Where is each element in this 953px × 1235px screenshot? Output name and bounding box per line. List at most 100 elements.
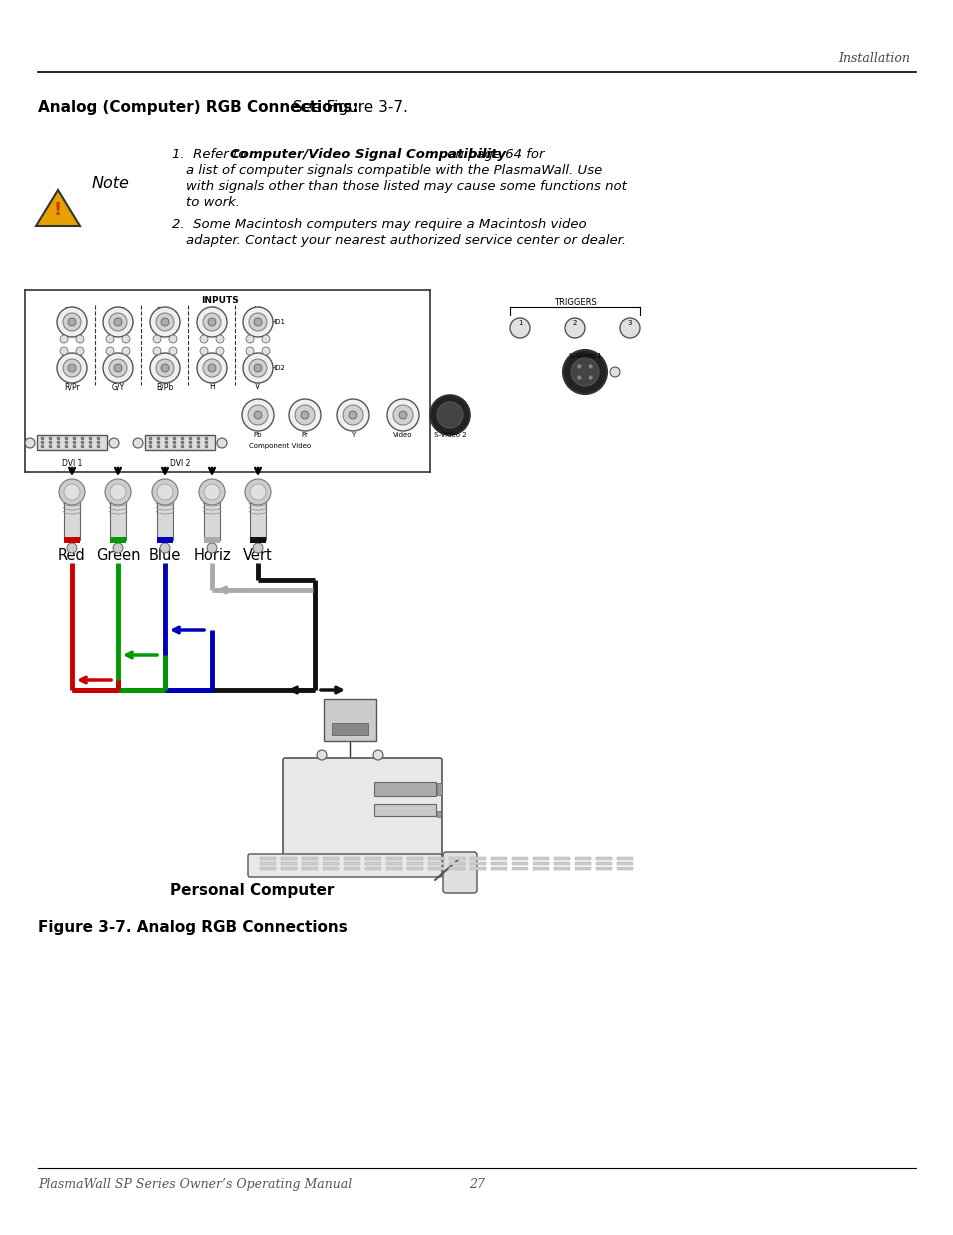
- Circle shape: [152, 347, 161, 354]
- Circle shape: [245, 479, 271, 505]
- FancyBboxPatch shape: [365, 857, 380, 860]
- Circle shape: [161, 317, 169, 326]
- FancyBboxPatch shape: [250, 537, 266, 543]
- Circle shape: [57, 353, 87, 383]
- FancyBboxPatch shape: [281, 867, 296, 869]
- FancyBboxPatch shape: [470, 857, 485, 860]
- Text: Installation: Installation: [838, 52, 909, 65]
- Circle shape: [398, 411, 407, 419]
- FancyBboxPatch shape: [512, 867, 527, 869]
- FancyBboxPatch shape: [407, 867, 422, 869]
- Text: Note: Note: [91, 175, 130, 190]
- Circle shape: [113, 364, 122, 372]
- Text: 1: 1: [517, 320, 521, 326]
- Text: Computer/Video Signal Compatibility: Computer/Video Signal Compatibility: [230, 148, 505, 161]
- FancyBboxPatch shape: [449, 867, 464, 869]
- FancyBboxPatch shape: [64, 495, 80, 540]
- FancyBboxPatch shape: [512, 862, 527, 864]
- Circle shape: [150, 308, 180, 337]
- Text: DVI 2: DVI 2: [170, 459, 190, 468]
- Text: S-Video 2: S-Video 2: [434, 432, 466, 438]
- Circle shape: [109, 312, 127, 331]
- Text: Personal Computer: Personal Computer: [170, 883, 334, 898]
- Circle shape: [103, 308, 132, 337]
- Circle shape: [68, 317, 76, 326]
- Circle shape: [262, 335, 270, 343]
- Circle shape: [105, 479, 131, 505]
- Polygon shape: [36, 190, 80, 226]
- FancyBboxPatch shape: [283, 758, 441, 857]
- FancyBboxPatch shape: [428, 862, 443, 864]
- Text: Horiz: Horiz: [193, 548, 231, 563]
- Text: R/Pr: R/Pr: [64, 382, 80, 391]
- FancyBboxPatch shape: [596, 867, 612, 869]
- Text: Pr: Pr: [301, 432, 308, 438]
- FancyBboxPatch shape: [554, 857, 569, 860]
- Circle shape: [571, 358, 598, 387]
- FancyBboxPatch shape: [157, 495, 172, 540]
- Circle shape: [113, 317, 122, 326]
- Text: Figure 3-7. Analog RGB Connections: Figure 3-7. Analog RGB Connections: [38, 920, 348, 935]
- FancyBboxPatch shape: [491, 862, 506, 864]
- Text: 3: 3: [627, 320, 632, 326]
- FancyBboxPatch shape: [37, 435, 107, 450]
- FancyBboxPatch shape: [64, 537, 80, 543]
- Circle shape: [609, 367, 619, 377]
- Text: Video: Video: [393, 432, 413, 438]
- FancyBboxPatch shape: [407, 862, 422, 864]
- FancyBboxPatch shape: [449, 862, 464, 864]
- Circle shape: [63, 312, 81, 331]
- Circle shape: [262, 347, 270, 354]
- FancyBboxPatch shape: [302, 867, 317, 869]
- Circle shape: [196, 353, 227, 383]
- Text: G/Y: G/Y: [112, 306, 125, 315]
- Text: 27: 27: [469, 1178, 484, 1191]
- FancyBboxPatch shape: [344, 857, 359, 860]
- FancyBboxPatch shape: [145, 435, 214, 450]
- Circle shape: [246, 347, 253, 354]
- Circle shape: [106, 347, 113, 354]
- Text: Vert: Vert: [243, 548, 273, 563]
- FancyBboxPatch shape: [617, 862, 633, 864]
- FancyBboxPatch shape: [596, 862, 612, 864]
- Circle shape: [208, 317, 215, 326]
- Circle shape: [215, 335, 224, 343]
- FancyBboxPatch shape: [533, 867, 548, 869]
- Circle shape: [200, 335, 208, 343]
- FancyBboxPatch shape: [386, 857, 401, 860]
- Text: HD1: HD1: [270, 319, 285, 325]
- Circle shape: [216, 438, 227, 448]
- Circle shape: [289, 399, 320, 431]
- Text: Component Video: Component Video: [249, 443, 311, 450]
- Circle shape: [199, 479, 225, 505]
- Circle shape: [242, 399, 274, 431]
- Text: Pb: Pb: [253, 432, 262, 438]
- Text: 2: 2: [572, 320, 577, 326]
- Circle shape: [436, 403, 462, 429]
- Text: DVI 1: DVI 1: [62, 459, 82, 468]
- Circle shape: [588, 375, 592, 379]
- Text: 1.  Refer to: 1. Refer to: [172, 148, 251, 161]
- FancyBboxPatch shape: [332, 722, 368, 735]
- FancyBboxPatch shape: [323, 857, 338, 860]
- Circle shape: [336, 399, 369, 431]
- Text: Y: Y: [351, 432, 355, 438]
- FancyBboxPatch shape: [204, 537, 220, 543]
- FancyBboxPatch shape: [436, 811, 440, 818]
- Circle shape: [204, 484, 220, 500]
- Circle shape: [76, 335, 84, 343]
- Circle shape: [60, 347, 68, 354]
- FancyBboxPatch shape: [344, 867, 359, 869]
- Circle shape: [619, 317, 639, 338]
- Circle shape: [110, 484, 126, 500]
- FancyBboxPatch shape: [374, 782, 436, 797]
- Text: with signals other than those listed may cause some functions not: with signals other than those listed may…: [186, 180, 626, 193]
- FancyBboxPatch shape: [260, 867, 275, 869]
- FancyBboxPatch shape: [302, 862, 317, 864]
- Circle shape: [76, 347, 84, 354]
- Circle shape: [207, 543, 216, 553]
- Circle shape: [64, 484, 80, 500]
- Circle shape: [577, 375, 580, 379]
- Circle shape: [112, 543, 123, 553]
- FancyBboxPatch shape: [554, 862, 569, 864]
